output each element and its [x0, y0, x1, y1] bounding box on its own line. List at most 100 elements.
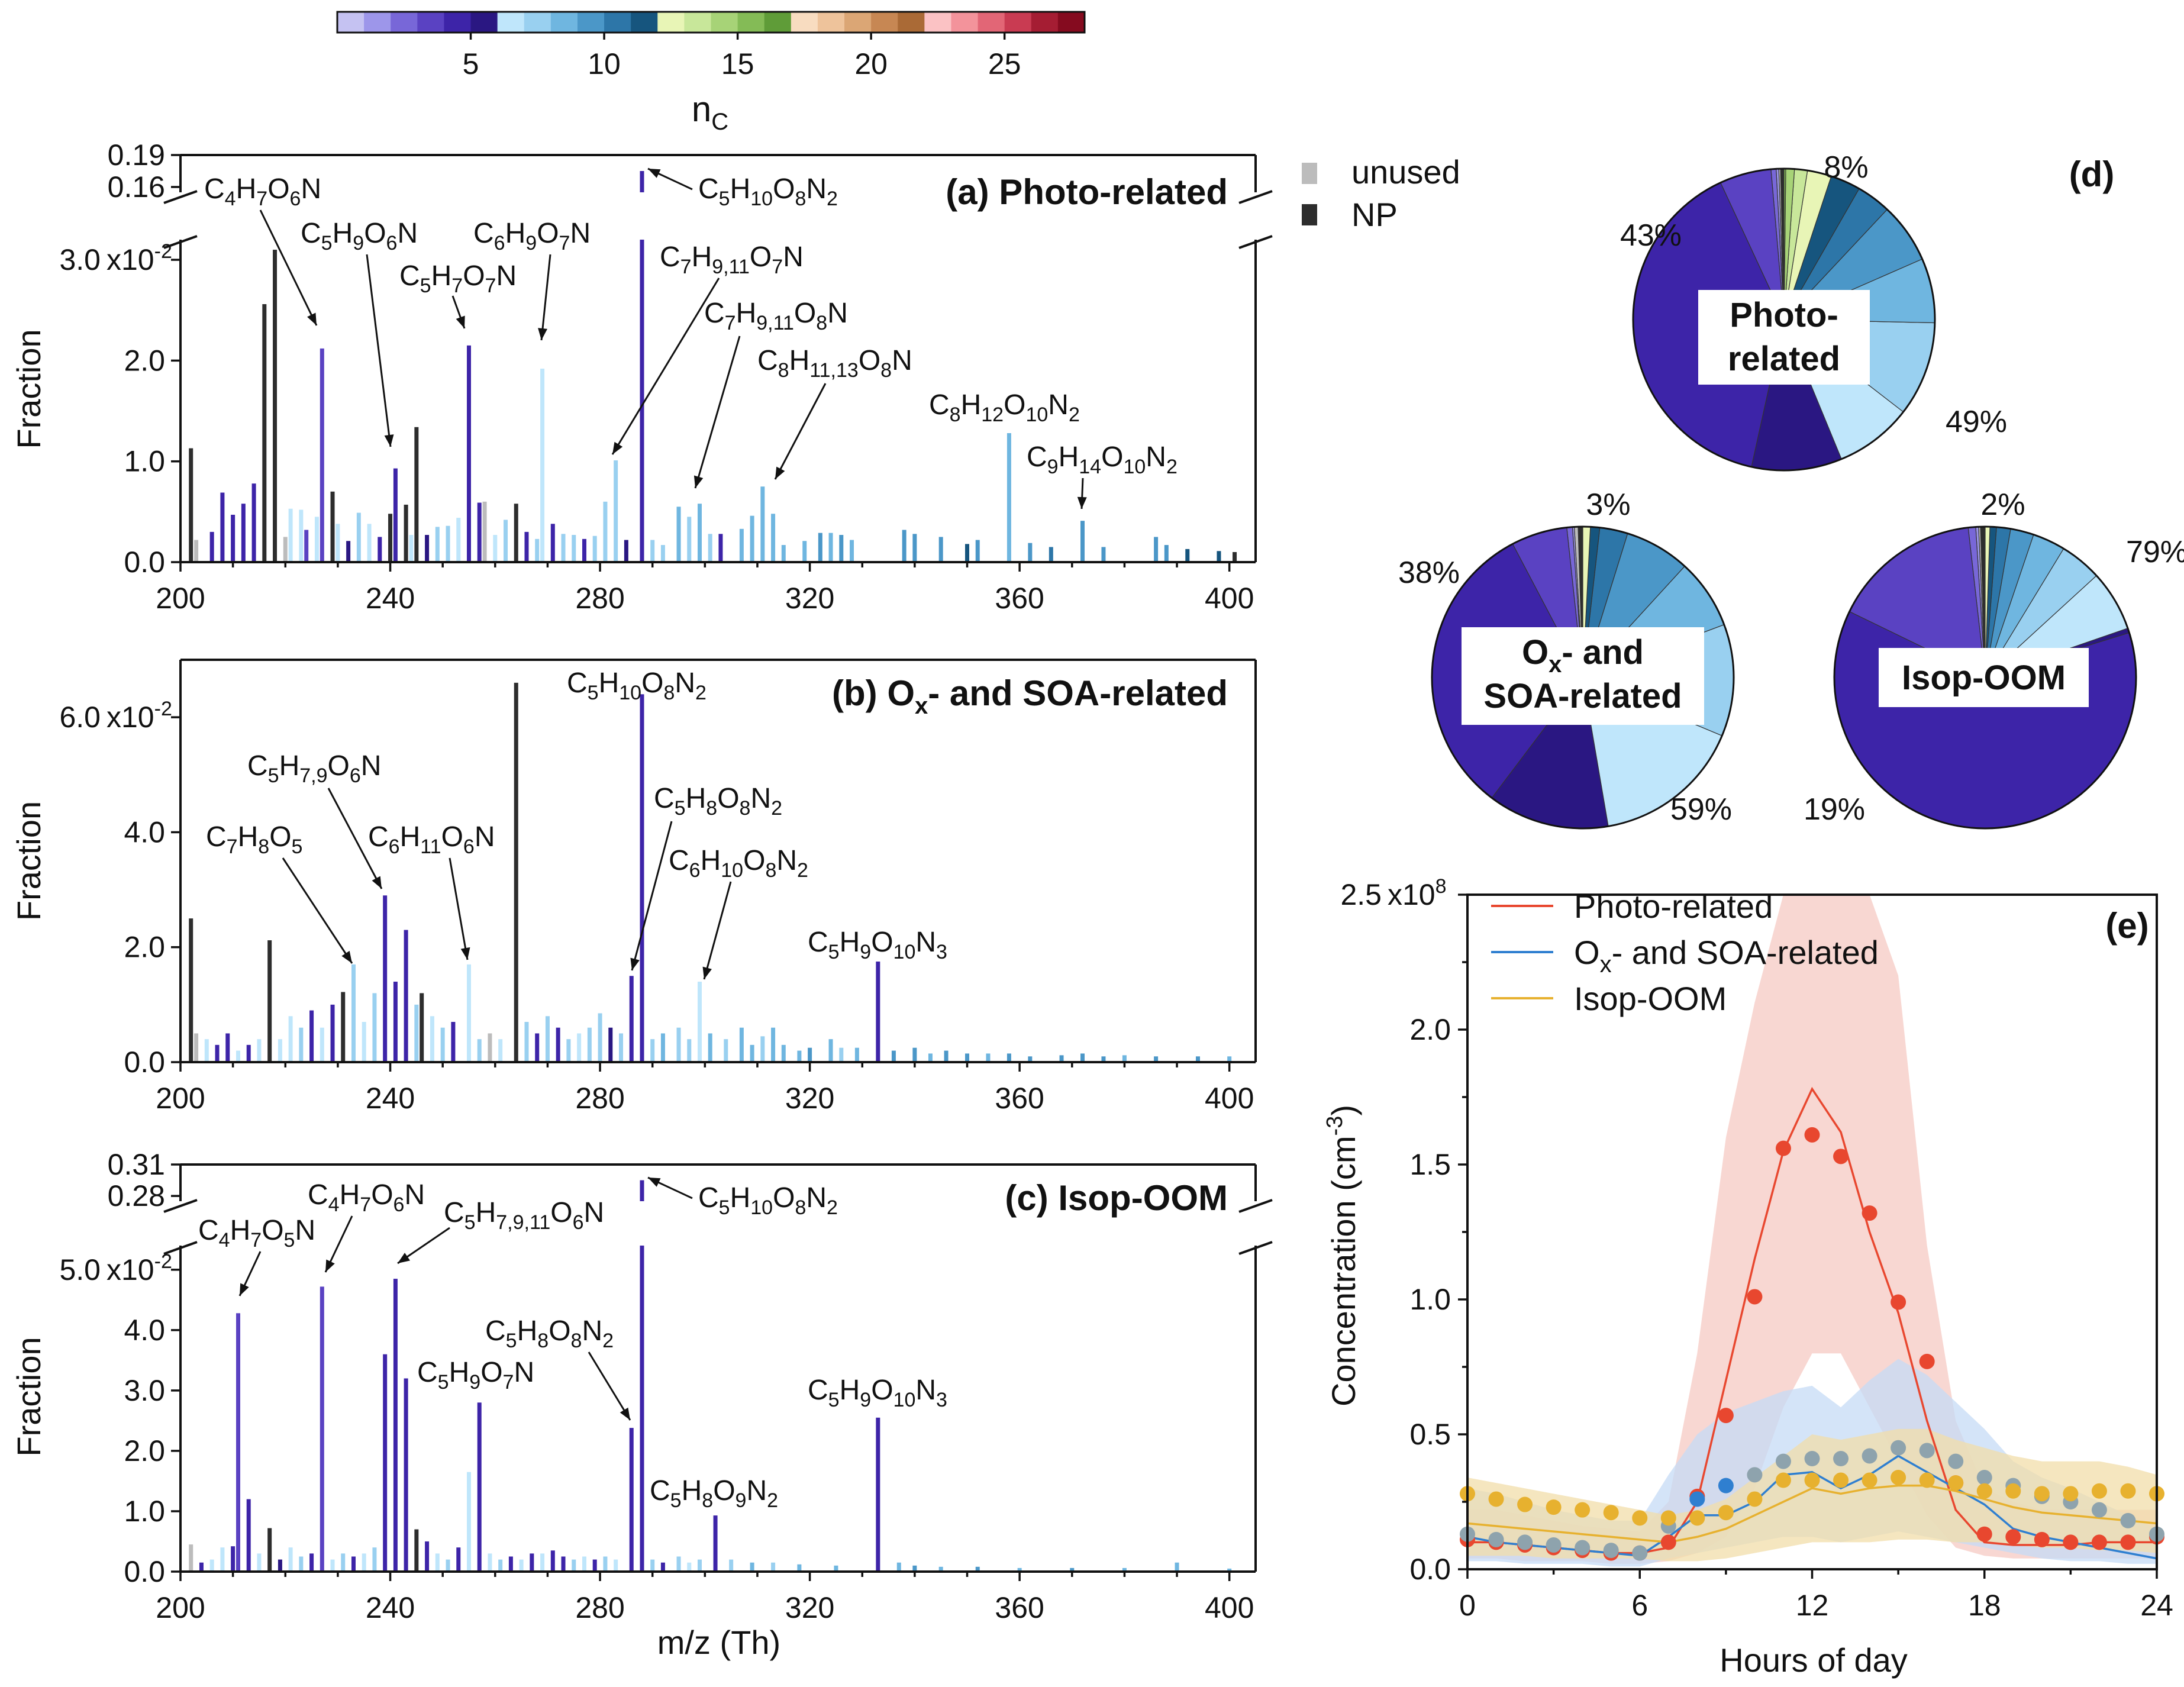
conc-band — [1467, 895, 2157, 1564]
x-axis-label: Hours of day — [1720, 1641, 1908, 1679]
conc-point — [2120, 1483, 2136, 1499]
spectrum-bar — [514, 682, 518, 1062]
y-tick-label-top: 0.16 — [108, 170, 165, 204]
spectrum-bar — [771, 1562, 776, 1572]
colorbar-swatch — [924, 12, 951, 33]
conc-point — [1891, 1294, 1906, 1310]
annot-b-c7h8o5: C7​H8​O5​ — [206, 821, 302, 858]
annot-b-c5h8o8n2: C5​H8​O8​N2​ — [654, 783, 782, 820]
spectrum-bar — [1080, 521, 1085, 562]
colorbar-swatch — [737, 12, 765, 33]
panel-b: 200 240 280 320 360 400 0.0 2.0 4.0 6.0 x10-2 Fract… — [10, 659, 1257, 1115]
spectrum-bar — [750, 1562, 754, 1572]
axis-break — [1238, 1241, 1273, 1255]
spectrum-bar — [246, 1044, 251, 1062]
conc-line — [1467, 1484, 2157, 1544]
conc-point — [1948, 1475, 1964, 1491]
arrow-b-6 — [703, 881, 732, 980]
spectrum-bar — [236, 1050, 240, 1062]
conc-point — [1891, 1440, 1906, 1456]
pie-title-box — [1879, 648, 2089, 707]
y-axis-label: Fraction — [10, 801, 47, 921]
conc-point — [1862, 1205, 1877, 1221]
arrow-c-5-head — [620, 1407, 630, 1420]
pie-3: Isop-OOM 79% 2% 19% — [1804, 488, 2184, 830]
arrow-c-5 — [588, 1351, 631, 1421]
arrow-b-5-head — [460, 947, 470, 960]
spectrum-bar — [739, 528, 744, 562]
colorbar-swatch — [1057, 12, 1085, 33]
spectrum-bar — [288, 508, 293, 562]
spectrum-bar — [1101, 1056, 1106, 1062]
conc-point — [1603, 1543, 1619, 1559]
spectrum-bar — [189, 918, 193, 1062]
arrow-c-2-head — [240, 1283, 249, 1296]
conc-point — [2034, 1486, 2050, 1502]
spectrum-bar — [1059, 1055, 1064, 1062]
spectrum-bar — [335, 524, 340, 562]
colorbar-swatch — [951, 12, 979, 33]
spectrum-bar — [393, 982, 398, 1062]
spectrum-bar — [1017, 1567, 1022, 1572]
spectrum-bar — [320, 348, 324, 562]
x-tick-label: 200 — [156, 582, 205, 615]
spectrum-bar — [760, 486, 765, 562]
colorbar-swatch — [871, 12, 898, 33]
colorbar-swatch — [684, 12, 711, 33]
conc-point — [1488, 1491, 1504, 1507]
y-tick-label: 2.0 — [124, 344, 165, 377]
spectrum-bar — [687, 1039, 692, 1062]
conc-point — [1775, 1472, 1791, 1488]
colorbar-swatch — [1031, 12, 1059, 33]
arrow-b-6-head — [702, 966, 712, 979]
y-axis-label: Fraction — [10, 1337, 47, 1456]
arrow-b-3 — [631, 821, 673, 971]
spectrum-bar — [372, 1547, 377, 1572]
arrow-a-7 — [694, 336, 741, 489]
legend-label: Photo-related — [1574, 888, 1773, 925]
x-tick-label: 400 — [1205, 582, 1254, 615]
spectrum-bar — [225, 1033, 230, 1062]
spectrum-bar — [189, 1544, 193, 1572]
spectrum-bar — [708, 1033, 712, 1062]
spectrum-bar — [561, 534, 566, 562]
spectrum-bar — [378, 537, 382, 562]
annot-a-c5h9o6n: C5​H9​O6​N — [301, 218, 418, 254]
spectrum-bar — [818, 533, 822, 562]
spectrum-bar — [944, 1050, 949, 1062]
spectrum-bar — [330, 1559, 335, 1572]
colorbar-swatch — [604, 12, 631, 33]
spectrum-bar — [524, 531, 529, 562]
arrow-a-8-head — [775, 466, 785, 479]
spectrum-bar — [288, 1547, 293, 1572]
spectrum-bar — [246, 1499, 251, 1572]
conc-point — [2091, 1483, 2107, 1499]
y-tick-label: 6.0 — [59, 701, 101, 734]
spectrum-bar — [912, 1565, 917, 1572]
spectrum-bar — [204, 1039, 209, 1062]
spectrum-bar — [514, 504, 518, 562]
spectrum-bar — [278, 1559, 282, 1572]
conc-point — [1546, 1537, 1562, 1553]
spectrum-bar — [771, 1027, 776, 1062]
y-axis-label: Concentration (cm-3) — [1322, 1105, 1362, 1407]
spectrum-bar — [640, 240, 644, 562]
spectrum-bar — [1233, 551, 1237, 562]
spectrum-bar — [697, 982, 702, 1062]
spectrum-bar — [965, 544, 970, 562]
spectrum-bar — [1227, 1568, 1232, 1572]
spectrum-bar — [1196, 1056, 1201, 1062]
y-tick-label: 3.0 — [124, 1374, 165, 1407]
spectrum-bar — [456, 1547, 461, 1572]
spectrum-bar — [750, 1044, 754, 1062]
y-tick-label: 2.5 — [1340, 878, 1382, 911]
colorbar-frame — [336, 11, 1086, 34]
x-tick-label: 280 — [575, 582, 624, 615]
legend-label: Isop-OOM — [1574, 980, 1727, 1017]
x-tick-label: 360 — [995, 582, 1044, 615]
axis-break — [163, 190, 198, 204]
spectrum-bar — [488, 1033, 492, 1062]
x-tick-label: 200 — [156, 1082, 205, 1115]
x-tick-label: 360 — [995, 1591, 1044, 1624]
conc-point — [1546, 1499, 1562, 1515]
